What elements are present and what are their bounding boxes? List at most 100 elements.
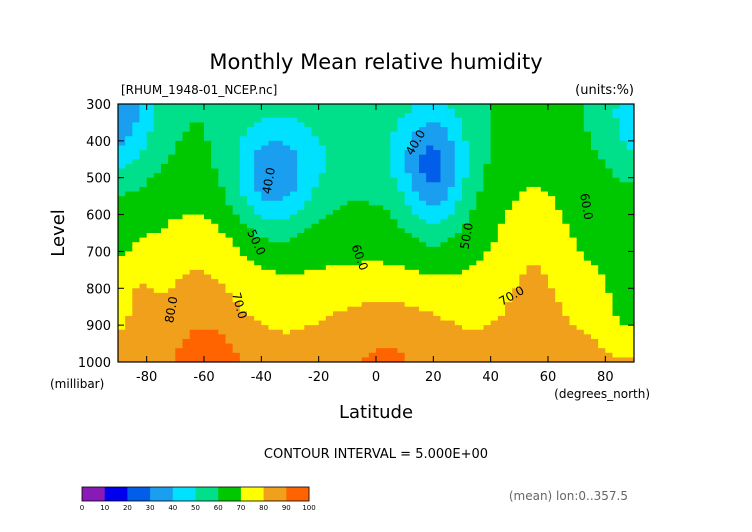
field-cell (146, 334, 155, 340)
field-cell (290, 196, 298, 202)
field-cell (598, 269, 606, 276)
field-cell (125, 159, 133, 165)
field-cell (118, 265, 126, 271)
field-cell (376, 223, 384, 229)
field-cell (232, 283, 241, 289)
field-cell (132, 279, 141, 285)
field-cell (555, 196, 563, 202)
field-cell (282, 311, 291, 317)
field-cell (505, 131, 513, 137)
field-cell (225, 315, 234, 322)
field-cell (239, 274, 248, 280)
field-cell (619, 131, 628, 137)
x-axis: -80 -60 -40 -20 0 20 40 60 80 (136, 104, 614, 385)
field-cell (411, 131, 420, 137)
field-cell (125, 348, 133, 354)
field-cell (576, 214, 585, 220)
field-cell (268, 283, 277, 289)
field-cell (433, 311, 442, 317)
field-cell (304, 274, 313, 280)
field-cell (569, 200, 578, 206)
field-cell (175, 108, 184, 114)
field-cell (211, 237, 219, 243)
field-cell (583, 352, 592, 358)
field-cell (548, 357, 556, 362)
field-cell (118, 209, 126, 216)
field-cell (175, 283, 184, 289)
field-cell (175, 182, 184, 188)
field-cell (232, 352, 241, 358)
field-cell (598, 177, 606, 183)
field-cell (204, 150, 212, 156)
field-cell (462, 292, 470, 299)
field-cell (512, 173, 520, 179)
field-cell (383, 150, 391, 156)
field-cell (555, 260, 563, 266)
field-cell (268, 163, 277, 170)
field-cell (254, 150, 262, 156)
field-cell (146, 145, 155, 151)
field-cell (218, 251, 227, 257)
field-cell (411, 145, 420, 151)
field-cell (290, 136, 298, 142)
field-cell (462, 205, 470, 211)
field-cell (182, 269, 191, 276)
field-cell (196, 196, 205, 202)
field-cell (232, 108, 241, 114)
field-cell (254, 251, 262, 257)
field-cell (490, 131, 499, 137)
field-cell (247, 191, 255, 197)
field-cell (297, 320, 305, 326)
field-cell (168, 274, 176, 280)
field-cell (411, 237, 420, 243)
field-cell (218, 223, 227, 229)
field-cell (189, 173, 198, 179)
field-cell (426, 113, 434, 119)
field-cell (225, 117, 234, 124)
field-cell (454, 251, 463, 257)
field-cell (454, 214, 463, 220)
field-cell (275, 196, 284, 202)
field-cell (383, 196, 391, 202)
field-cell (454, 127, 463, 133)
field-cell (397, 131, 406, 137)
field-cell (118, 191, 126, 197)
field-cell (533, 205, 542, 211)
field-cell (132, 334, 141, 340)
field-cell (548, 205, 556, 211)
field-cell (218, 315, 227, 322)
field-cell (254, 311, 262, 317)
field-cell (526, 320, 535, 326)
field-cell (562, 145, 571, 151)
field-cell (340, 315, 348, 322)
field-cell (605, 357, 614, 362)
field-cell (182, 131, 191, 137)
field-cell (390, 334, 399, 340)
field-cell (533, 352, 542, 358)
field-cell (225, 320, 234, 326)
field-cell (555, 145, 563, 151)
field-cell (512, 237, 520, 243)
field-cell (454, 177, 463, 183)
field-cell (204, 117, 212, 124)
field-cell (397, 338, 406, 345)
field-cell (440, 320, 449, 326)
field-cell (411, 104, 420, 110)
field-cell (419, 260, 427, 266)
x-tick-label: 80 (597, 370, 614, 385)
field-cell (211, 329, 219, 335)
field-cell (519, 256, 528, 262)
y-tick-label: 700 (86, 245, 111, 260)
field-cell (598, 104, 606, 110)
field-cell (512, 140, 520, 147)
field-cell (555, 136, 563, 142)
field-cell (526, 242, 535, 248)
field-cell (526, 140, 535, 147)
field-cell (232, 159, 241, 165)
field-cell (354, 334, 363, 340)
field-cell (433, 136, 442, 142)
field-cell (361, 196, 370, 202)
field-cell (505, 113, 513, 119)
field-cell (189, 154, 198, 160)
field-cell (626, 279, 634, 285)
